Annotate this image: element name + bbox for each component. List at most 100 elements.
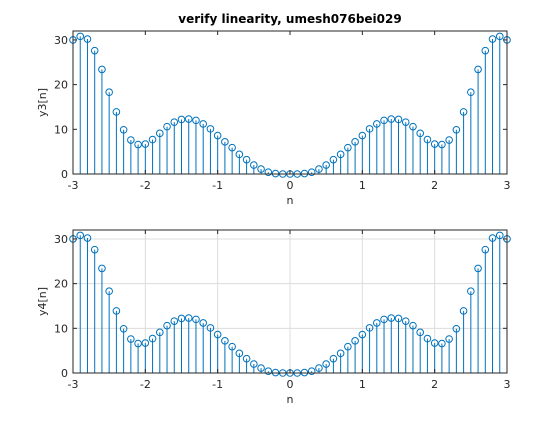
stem-marker [235,349,244,358]
stem-marker [351,138,359,146]
stem-marker [206,125,215,133]
stem-marker [163,321,171,330]
stem-marker [119,125,128,134]
stem-marker [488,35,497,43]
stem-marker [105,287,113,296]
x-tick-label: -1 [212,378,223,391]
stem-marker [148,135,157,144]
stem-marker [380,315,388,324]
stem-marker [148,334,157,343]
stem-marker [351,337,359,345]
stem-marker [192,116,200,125]
stem-marker [105,88,113,97]
stem-marker [184,115,193,123]
stem-marker [459,307,468,315]
y-tick-label: 10 [54,123,68,136]
stem-marker [192,315,200,324]
stem-marker [264,367,273,376]
stem-marker [329,155,338,164]
x-tick-label: -2 [140,179,151,192]
x-tick-label: 1 [359,179,366,192]
x-tick-label: -1 [212,179,223,192]
stem-marker [380,116,388,125]
stem-marker [141,140,150,148]
x-tick-label: -3 [68,378,79,391]
stem-marker [416,129,425,138]
stem-marker [401,317,410,325]
stem-marker [199,319,207,327]
stem-marker [163,122,171,131]
stem-marker [83,234,92,242]
x-tick-label: 0 [287,179,294,192]
stem-marker [358,330,367,339]
stem-marker [221,138,229,146]
y-tick-label: 20 [54,79,68,92]
stem-marker [257,364,265,372]
stem-marker [394,314,403,323]
stem-marker [322,161,330,169]
stem-marker [98,65,106,74]
stem-marker [452,125,461,134]
stem-marker [112,108,121,116]
stem-marker [141,339,150,347]
subplot-y4-y-axis-label: y4[n] [36,287,49,316]
stem-marker [307,168,316,177]
stem-marker [336,150,345,159]
stem-marker [170,118,179,126]
stem-marker [221,337,229,345]
stem-marker [344,342,352,351]
stem-marker [199,120,207,128]
stem-marker [387,115,396,123]
stem-marker [430,140,439,148]
stem-marker [467,88,475,97]
stem-marker [170,317,179,325]
y-tick-label: 0 [61,367,68,380]
stem-marker [250,161,258,169]
stem-marker [90,46,99,55]
subplot-y3-y-axis-label: y3[n] [36,88,49,117]
stem-marker [481,46,490,55]
stem-marker [90,245,99,254]
y-tick-label: 10 [54,322,68,335]
stem-marker [445,335,453,343]
x-tick-label: 0 [287,378,294,391]
x-tick-label: -3 [68,179,79,192]
stem-marker [127,136,135,144]
stem-marker [336,349,345,358]
stem-marker [242,354,251,363]
x-tick-label: 3 [504,179,511,192]
stem-marker [488,234,497,242]
stem-marker [423,334,432,343]
stem-marker [257,165,265,173]
stem-marker [228,143,236,152]
stem-marker [358,131,367,140]
stem-marker [365,125,374,133]
y-tick-label: 30 [54,233,68,246]
stem-marker [445,136,453,144]
stem-marker [112,307,121,315]
subplot-y3-title: verify linearity, umesh076bei029 [178,12,401,26]
stem-marker [474,65,482,74]
x-tick-label: 2 [431,378,438,391]
stem-marker [344,143,352,152]
stem-marker [373,319,381,327]
stem-marker [206,324,215,332]
stem-marker [307,367,316,376]
stem-marker [76,32,85,41]
stem-marker [242,155,251,164]
stem-marker [373,120,381,128]
stem-marker [76,231,85,240]
stem-marker [495,32,504,41]
stem-marker [387,314,396,322]
stem-marker [409,122,417,131]
stem-marker [134,339,142,348]
stem-marker [394,115,403,124]
stem-marker [481,245,490,254]
x-tick-label: -2 [140,378,151,391]
stem-marker [474,264,482,273]
stem-marker [250,360,258,368]
